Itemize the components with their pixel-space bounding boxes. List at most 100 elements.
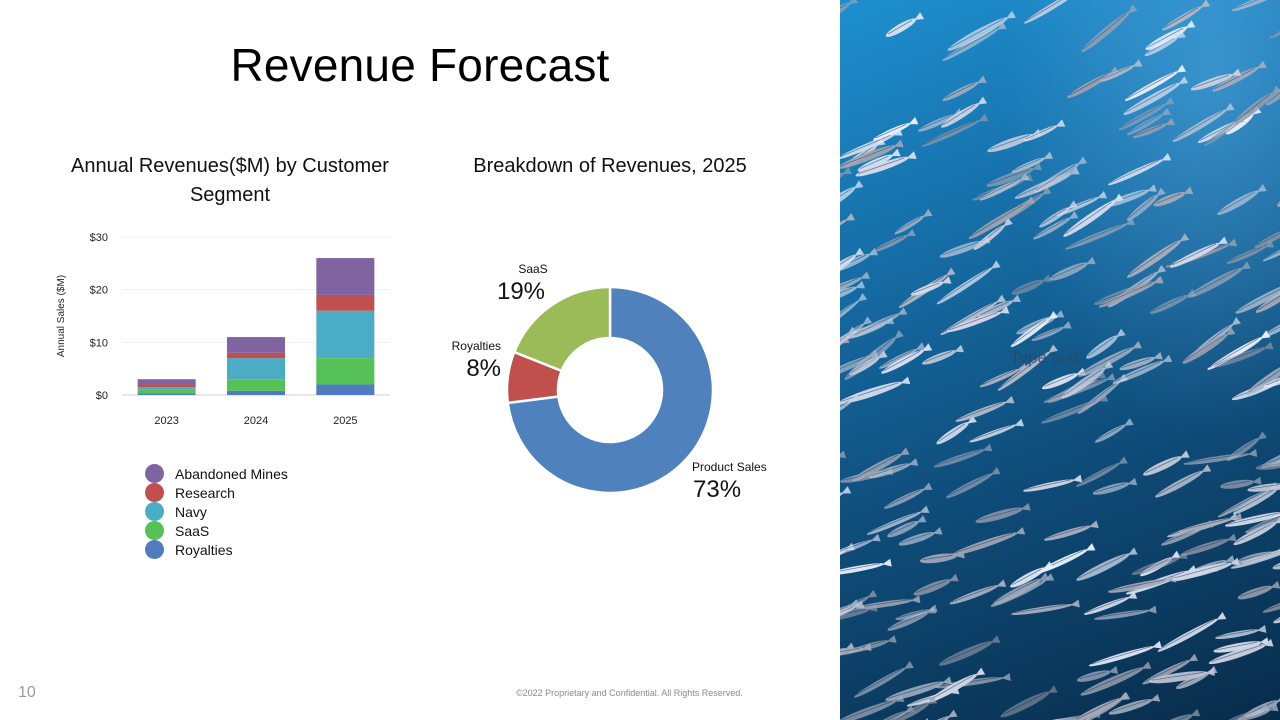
fish-shape xyxy=(840,600,865,629)
fish-shape xyxy=(1076,456,1128,487)
fish-shape xyxy=(1273,603,1280,624)
placeholder-text[interactable]: Type text xyxy=(1010,348,1079,367)
fish-shape xyxy=(1044,520,1099,541)
fish-shape xyxy=(1031,321,1072,342)
fish-shape xyxy=(986,162,1042,187)
fish-shape xyxy=(1255,284,1280,313)
bar-segment xyxy=(227,390,285,395)
fish-shape xyxy=(1262,592,1280,613)
fish-shape xyxy=(855,595,921,610)
fish-shape xyxy=(840,533,881,558)
bar-segment xyxy=(316,384,375,395)
fish-shape xyxy=(1065,217,1136,250)
fish-shape xyxy=(1112,354,1173,384)
fish-shape xyxy=(1212,60,1267,92)
fish-shape xyxy=(840,486,852,513)
bar-chart-title: Annual Revenues($M) by Customer Segment xyxy=(71,155,389,206)
fish-shape xyxy=(1010,561,1054,588)
fish-shape xyxy=(840,694,905,720)
y-tick-label: $0 xyxy=(96,390,108,402)
fish-shape xyxy=(1263,364,1280,388)
fish-shape xyxy=(1010,311,1059,348)
legend-swatch xyxy=(145,540,164,559)
fish-shape xyxy=(840,166,852,191)
fish-shape xyxy=(840,213,855,247)
fish-shape xyxy=(1034,156,1088,193)
bar-segment xyxy=(316,258,375,295)
bar-chart: $0 $10 $20 $30 Annual Sales ($M) 2023 2024 2025 xyxy=(56,232,390,427)
fish-shape xyxy=(857,148,901,172)
fish-shape xyxy=(1011,151,1054,173)
fish-shape xyxy=(840,349,879,381)
fish-shape xyxy=(1118,97,1175,131)
fish-shape xyxy=(895,604,938,621)
fish-shape xyxy=(1155,464,1212,498)
fish-shape xyxy=(1049,256,1096,281)
fish-shape xyxy=(1208,638,1274,665)
fish-shape xyxy=(1124,64,1187,101)
x-tick-label: 2023 xyxy=(154,415,178,427)
fish-shape xyxy=(1220,476,1262,489)
fish-shape xyxy=(866,505,930,535)
slice-percent-label: 73% xyxy=(693,476,741,503)
fish-shape xyxy=(1231,0,1280,12)
fish-shape xyxy=(1172,102,1235,143)
fish-shape xyxy=(840,292,868,338)
fish-shape xyxy=(1011,599,1080,615)
fish-shape xyxy=(977,294,1021,318)
legend-swatch xyxy=(145,502,164,521)
fish-shape xyxy=(1039,200,1078,228)
fish-shape xyxy=(1153,186,1194,207)
fish-shape xyxy=(1132,117,1175,139)
fish-shape xyxy=(933,443,993,468)
legend-label: Abandoned Mines xyxy=(175,465,288,482)
fish-shape xyxy=(1100,59,1143,82)
fish-shape xyxy=(1098,275,1164,308)
fish-shape xyxy=(1149,288,1197,314)
slice-percent-label: 8% xyxy=(466,355,501,382)
legend-label: SaaS xyxy=(175,522,210,539)
fish-shape xyxy=(1081,4,1138,53)
fish-shape xyxy=(873,116,919,141)
legend-item: Royalties xyxy=(145,540,288,559)
donut-chart-title: Breakdown of Revenues, 2025 xyxy=(473,155,747,177)
fish-shape xyxy=(1041,394,1109,424)
fish-shape xyxy=(979,172,1030,201)
fish-shape xyxy=(868,458,919,479)
fish-shape xyxy=(946,466,1001,499)
fish-shape xyxy=(1245,511,1280,534)
fish-shape xyxy=(1041,367,1086,390)
fish-shape xyxy=(1265,73,1280,106)
fish-shape xyxy=(840,128,903,160)
fish-shape xyxy=(884,482,933,509)
fish-shape xyxy=(853,660,914,698)
fish-shape xyxy=(1145,20,1196,51)
bar-segment xyxy=(227,337,285,353)
fish-shape xyxy=(968,196,1036,239)
fish-shape xyxy=(840,392,861,421)
fish-shape xyxy=(840,558,892,576)
fish-shape xyxy=(927,667,986,703)
fish-shape xyxy=(1067,66,1120,98)
fish-shape xyxy=(1233,85,1280,125)
legend-label: Navy xyxy=(175,503,207,520)
fish-shape xyxy=(855,151,917,177)
fish-shape xyxy=(904,709,958,720)
bar-segment xyxy=(227,352,285,359)
fish-shape xyxy=(946,306,1010,333)
fish-shape xyxy=(1126,107,1171,136)
bar-segment xyxy=(227,358,285,380)
fish-shape xyxy=(1063,193,1124,237)
fish-shape xyxy=(1149,667,1215,684)
fish-shape xyxy=(1023,474,1083,492)
fish-shape xyxy=(921,344,964,365)
fish-shape xyxy=(840,643,872,657)
fish-school-illustration xyxy=(840,0,1280,720)
y-tick-label: $20 xyxy=(90,285,108,297)
legend-item: Abandoned Mines xyxy=(145,464,288,483)
fish-shape xyxy=(852,447,910,482)
fish-shape xyxy=(1178,512,1243,533)
fish-shape xyxy=(1172,557,1240,581)
fish-shape xyxy=(1226,239,1275,264)
legend-swatch xyxy=(145,521,164,540)
